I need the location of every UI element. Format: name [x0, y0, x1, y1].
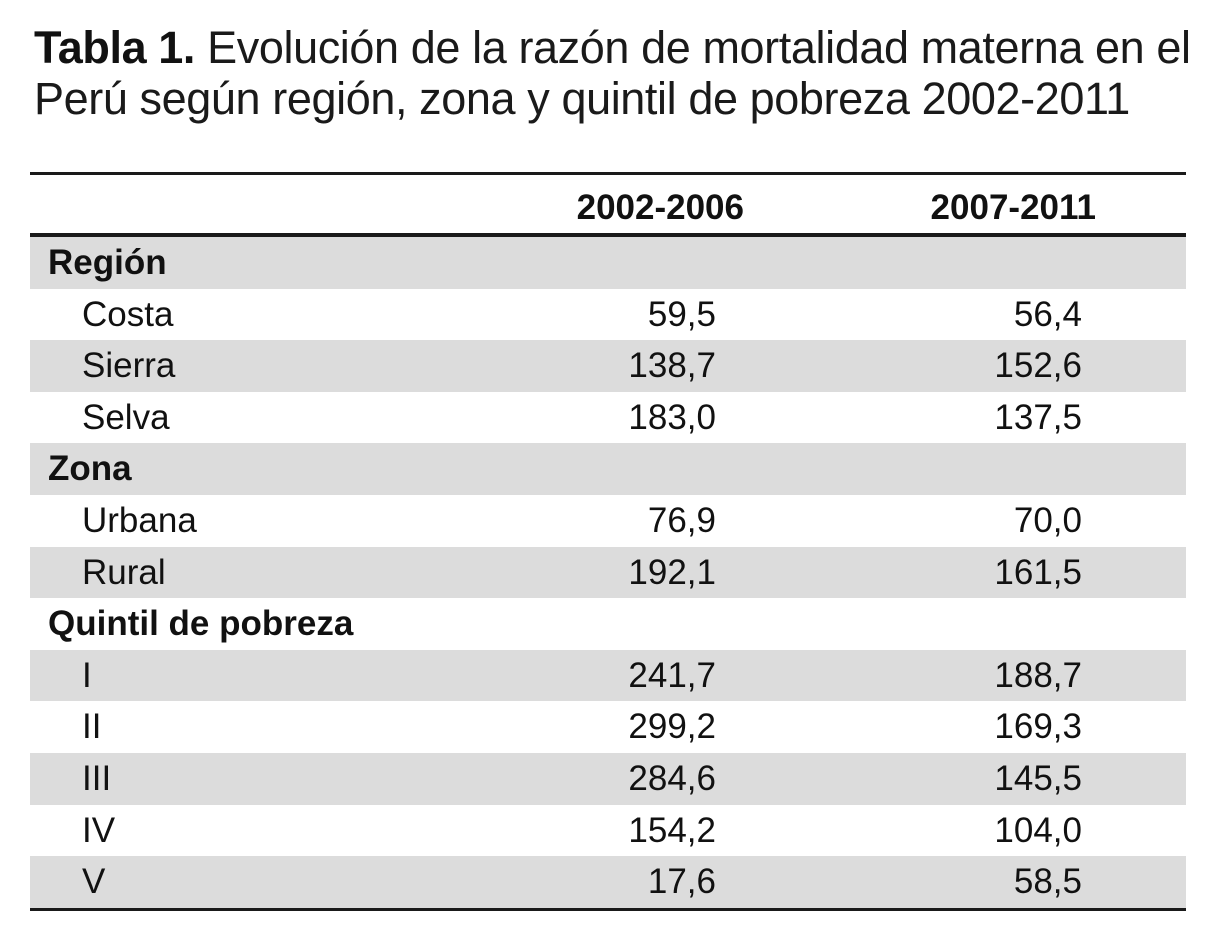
column-header-2007-2011: 2007-2011: [931, 175, 1096, 241]
table-row-costa: Costa 59,5 56,4: [30, 289, 1186, 341]
row-label: Selva: [82, 392, 170, 444]
table-row-quintil-v: V 17,6 58,5: [30, 856, 1186, 908]
table-row-rural: Rural 192,1 161,5: [30, 547, 1186, 599]
cell-2002-2006: 76,9: [648, 495, 716, 547]
cell-2007-2011: 58,5: [1014, 856, 1082, 908]
cell-2007-2011: 137,5: [994, 392, 1082, 444]
cell-2002-2006: 17,6: [648, 856, 716, 908]
row-label: Costa: [82, 289, 173, 341]
cell-2007-2011: 104,0: [994, 805, 1082, 857]
cell-2002-2006: 192,1: [628, 547, 716, 599]
cell-2002-2006: 183,0: [628, 392, 716, 444]
cell-2002-2006: 284,6: [628, 753, 716, 805]
row-label: Urbana: [82, 495, 197, 547]
group-label: Quintil de pobreza: [48, 598, 353, 650]
row-label: I: [82, 650, 92, 702]
row-label: III: [82, 753, 111, 805]
table-bottom-rule: [30, 908, 1186, 911]
cell-2007-2011: 152,6: [994, 340, 1082, 392]
table-header-row: 2002-2006 2007-2011: [30, 175, 1186, 233]
cell-2007-2011: 56,4: [1014, 289, 1082, 341]
row-label: Sierra: [82, 340, 175, 392]
cell-2002-2006: 138,7: [628, 340, 716, 392]
group-row-region: Región: [30, 237, 1186, 289]
caption-text: Evolución de la razón de mortalidad mate…: [34, 22, 1191, 124]
cell-2002-2006: 299,2: [628, 701, 716, 753]
cell-2002-2006: 154,2: [628, 805, 716, 857]
row-label: IV: [82, 805, 115, 857]
table-row-urbana: Urbana 76,9 70,0: [30, 495, 1186, 547]
table-row-sierra: Sierra 138,7 152,6: [30, 340, 1186, 392]
cell-2007-2011: 70,0: [1014, 495, 1082, 547]
cell-2007-2011: 188,7: [994, 650, 1082, 702]
table-row-selva: Selva 183,0 137,5: [30, 392, 1186, 444]
cell-2007-2011: 169,3: [994, 701, 1082, 753]
table-row-quintil-iii: III 284,6 145,5: [30, 753, 1186, 805]
row-label: V: [82, 856, 105, 908]
caption-label: Tabla 1.: [34, 22, 195, 73]
cell-2007-2011: 161,5: [994, 547, 1082, 599]
group-row-quintil: Quintil de pobreza: [30, 598, 1186, 650]
group-label: Zona: [48, 443, 132, 495]
cell-2007-2011: 145,5: [994, 753, 1082, 805]
group-row-zona: Zona: [30, 443, 1186, 495]
table-caption: Tabla 1. Evolución de la razón de mortal…: [34, 22, 1194, 124]
table-row-quintil-ii: II 299,2 169,3: [30, 701, 1186, 753]
row-label: II: [82, 701, 101, 753]
cell-2002-2006: 59,5: [648, 289, 716, 341]
table-row-quintil-i: I 241,7 188,7: [30, 650, 1186, 702]
row-label: Rural: [82, 547, 166, 599]
table-row-quintil-iv: IV 154,2 104,0: [30, 805, 1186, 857]
group-label: Región: [48, 237, 167, 289]
cell-2002-2006: 241,7: [628, 650, 716, 702]
column-header-2002-2006: 2002-2006: [577, 175, 744, 241]
data-table: 2002-2006 2007-2011 Región Costa 59,5 56…: [30, 172, 1186, 911]
